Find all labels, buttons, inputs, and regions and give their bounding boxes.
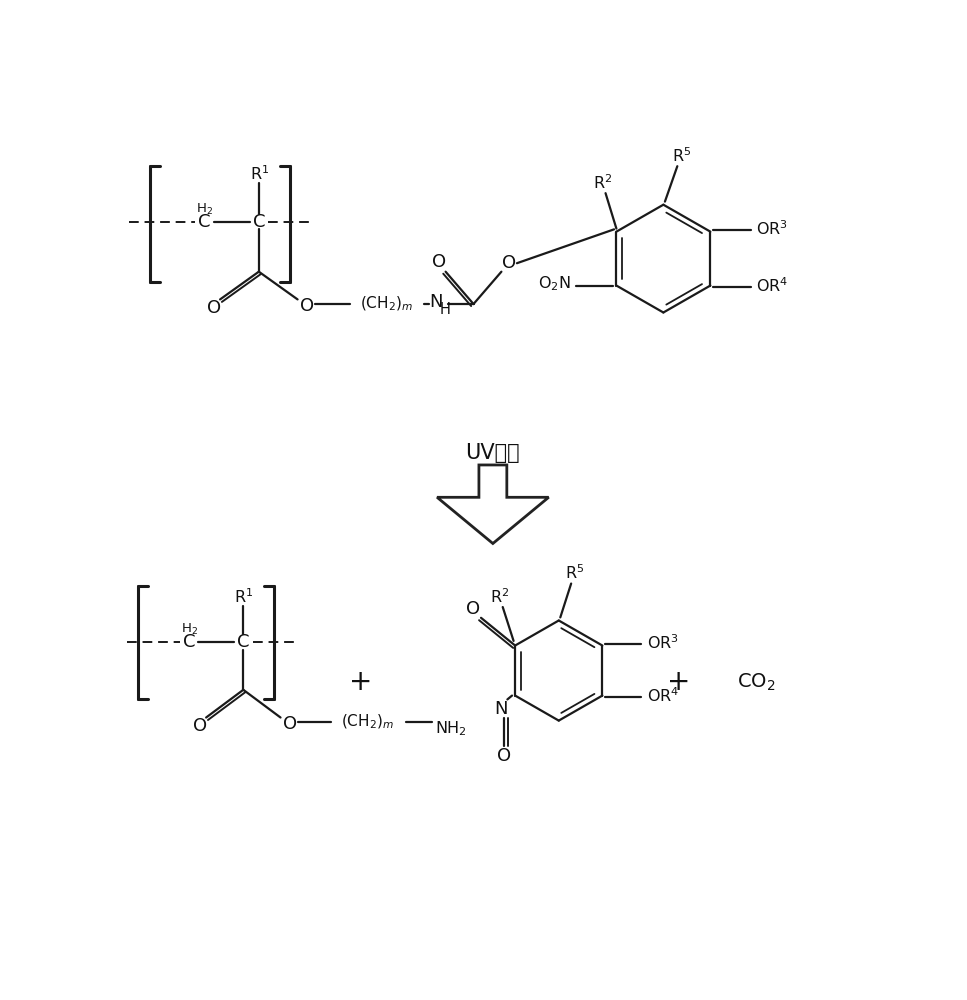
Text: C: C [237, 633, 249, 651]
Text: R$^2$: R$^2$ [490, 587, 510, 606]
Text: OR$^4$: OR$^4$ [756, 276, 788, 295]
Text: O$_2$N: O$_2$N [538, 275, 571, 293]
Text: R$^5$: R$^5$ [671, 146, 690, 165]
Text: OR$^4$: OR$^4$ [647, 686, 679, 705]
Text: H$_2$: H$_2$ [196, 202, 213, 217]
Text: +: + [349, 668, 373, 696]
Text: C: C [252, 213, 265, 231]
Text: O: O [300, 297, 314, 315]
Text: O: O [502, 254, 516, 272]
Text: O: O [497, 747, 512, 765]
Text: OR$^3$: OR$^3$ [756, 219, 788, 238]
Text: O: O [192, 717, 207, 735]
Text: H: H [439, 302, 451, 317]
Text: R$^1$: R$^1$ [234, 587, 253, 606]
Text: N: N [428, 293, 442, 311]
Text: R$^5$: R$^5$ [565, 563, 584, 582]
Text: R$^1$: R$^1$ [250, 165, 269, 183]
Text: N: N [494, 700, 508, 718]
Text: CO$_2$: CO$_2$ [737, 671, 776, 693]
Text: H$_2$: H$_2$ [181, 622, 197, 637]
Text: +: + [667, 668, 690, 696]
Text: OR$^3$: OR$^3$ [647, 633, 679, 652]
Text: R$^2$: R$^2$ [593, 173, 612, 192]
Text: C: C [183, 633, 195, 651]
Text: O: O [282, 715, 297, 733]
Text: O: O [432, 253, 447, 271]
Text: O: O [207, 299, 220, 317]
Text: C: C [198, 213, 211, 231]
Text: O: O [466, 600, 481, 618]
Text: (CH$_2$)$_m$: (CH$_2$)$_m$ [360, 295, 413, 313]
Text: NH$_2$: NH$_2$ [435, 719, 467, 738]
Text: UV曝光: UV曝光 [465, 443, 520, 463]
Text: (CH$_2$)$_m$: (CH$_2$)$_m$ [340, 713, 394, 731]
